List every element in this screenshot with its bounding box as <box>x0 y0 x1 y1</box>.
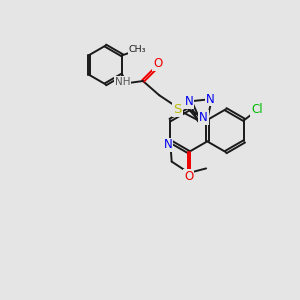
Text: O: O <box>184 170 194 183</box>
Text: N: N <box>164 138 172 152</box>
Text: O: O <box>153 57 162 70</box>
Text: N: N <box>206 92 214 106</box>
Text: N: N <box>199 111 208 124</box>
Text: Cl: Cl <box>251 103 262 116</box>
Text: NH: NH <box>115 77 130 87</box>
Text: S: S <box>173 103 182 116</box>
Text: N: N <box>184 95 193 108</box>
Text: CH₃: CH₃ <box>129 45 146 54</box>
